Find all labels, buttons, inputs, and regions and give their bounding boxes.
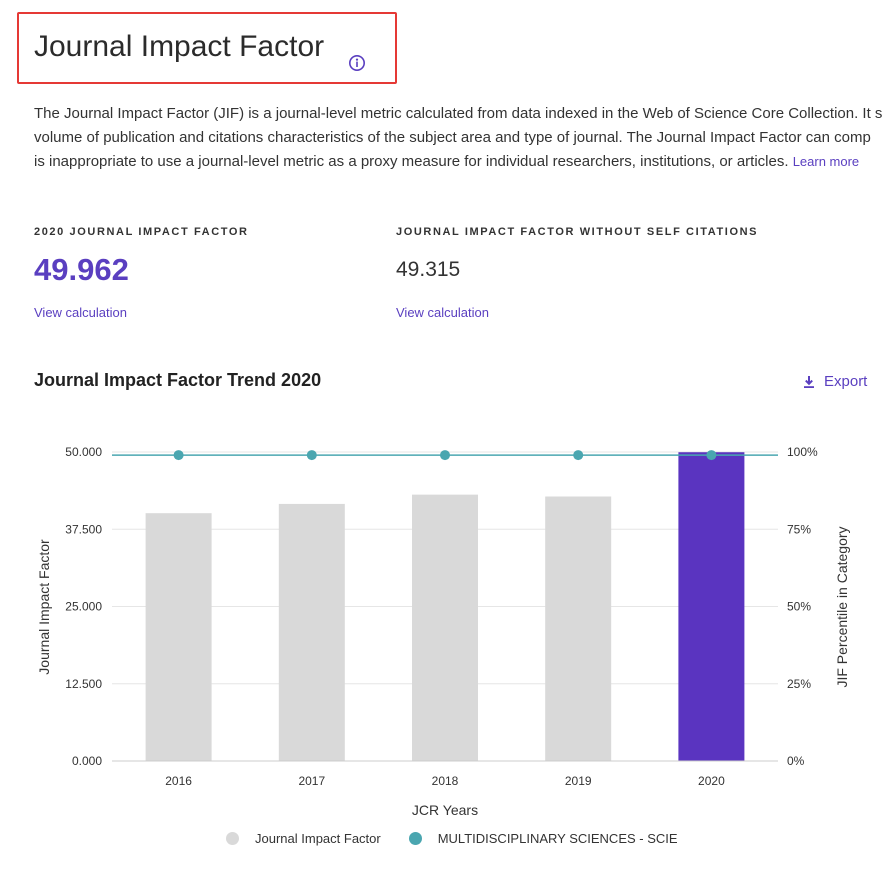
y-tick-label: 12.500 [65,677,102,691]
y-tick-label: 0.000 [72,754,102,768]
percentile-point-2020 [706,450,717,461]
description: The Journal Impact Factor (JIF) is a jou… [34,102,896,174]
info-icon[interactable] [348,54,366,72]
description-line-2: volume of publication and citations char… [34,129,871,146]
legend-label-jif: Journal Impact Factor [255,831,381,846]
chart-legend: Journal Impact Factor MULTIDISCIPLINARY … [226,831,706,846]
jif-value: 49.962 [34,252,129,287]
bar-2018 [412,494,478,761]
y2-tick-label: 25% [787,677,811,691]
jif-label: 2020 JOURNAL IMPACT FACTOR [34,226,249,238]
percentile-point-2018 [440,450,450,461]
export-button[interactable]: Export [802,373,867,390]
y-tick-label: 25.000 [65,600,102,614]
description-line-3: is inappropriate to use a journal-level … [34,150,896,174]
y-tick-label: 50.000 [65,445,102,459]
bar-2017 [278,503,345,761]
y2-axis-title: JIF Percentile in Category [834,526,850,687]
description-line-1: The Journal Impact Factor (JIF) is a jou… [34,105,883,122]
percentile-point-2019 [573,450,584,461]
x-axis-title: JCR Years [412,802,478,818]
y2-tick-label: 100% [787,445,818,459]
jif-view-calculation-link[interactable]: View calculation [34,305,127,320]
jif-without-self-view-calculation-link[interactable]: View calculation [396,305,489,320]
legend-marker-jif [226,832,239,845]
percentile-point-2017 [306,450,317,461]
y2-tick-label: 50% [787,600,811,614]
bar-2016 [145,513,212,761]
bar-2019 [545,496,612,761]
x-tick-label: 2020 [698,774,725,788]
legend-item-jif[interactable]: Journal Impact Factor [226,831,381,846]
legend-marker-category [408,832,422,845]
legend-label-category: MULTIDISCIPLINARY SCIENCES - SCIE [437,831,678,846]
jif-without-self-label: JOURNAL IMPACT FACTOR WITHOUT SELF CITAT… [396,226,759,238]
title-highlight-box [17,12,397,84]
jif-without-self-value: 49.315 [396,258,461,281]
description-line-3-text: is inappropriate to use a journal-level … [34,153,789,170]
chart-title: Journal Impact Factor Trend 2020 [34,370,322,390]
download-icon [804,375,814,388]
y2-tick-label: 75% [787,522,811,536]
jif-trend-chart: 0.000 12.500 25.000 37.500 50.000 0% 25% 50% 75%… [36,445,850,818]
percentile-point-2016 [173,450,184,461]
x-tick-label: 2017 [298,774,325,788]
y-axis-title: Journal Impact Factor [36,539,52,675]
y-tick-label: 37.500 [65,522,102,536]
bar-2020 [678,452,745,761]
y2-tick-label: 0% [787,754,805,768]
page-title: Journal Impact Factor [34,30,325,63]
x-tick-label: 2016 [165,774,192,788]
x-tick-label: 2018 [432,774,459,788]
export-label: Export [824,373,868,390]
learn-more-link[interactable]: Learn more [792,154,860,169]
x-tick-label: 2019 [565,774,592,788]
legend-item-category[interactable]: MULTIDISCIPLINARY SCIENCES - SCIE [408,831,678,846]
